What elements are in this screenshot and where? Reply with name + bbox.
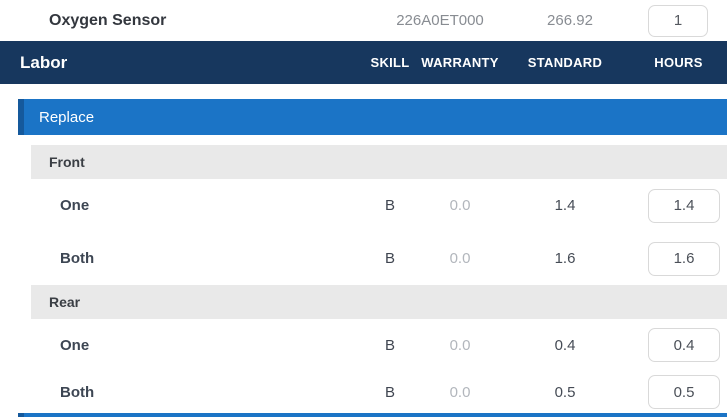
- group-label: Rear: [49, 294, 81, 310]
- operation-bar-replace[interactable]: Replace: [18, 99, 727, 135]
- hours-input[interactable]: [648, 375, 720, 409]
- group-label: Front: [49, 154, 85, 170]
- column-header-warranty: WARRANTY: [421, 55, 499, 70]
- row-label: Both: [60, 250, 95, 267]
- row-label: One: [60, 197, 90, 214]
- group-bar-front[interactable]: Front: [31, 145, 727, 179]
- column-header-skill: SKILL: [370, 55, 410, 70]
- next-operation-bar-partial[interactable]: [18, 413, 727, 417]
- skill-value: B: [384, 383, 395, 401]
- labor-row-rear-both: Both B 0.0 0.5: [0, 371, 727, 413]
- standard-value: 0.5: [554, 383, 576, 401]
- part-qty-column: [620, 4, 727, 37]
- warranty-value: 0.0: [449, 250, 471, 267]
- group-bar-rear[interactable]: Rear: [31, 285, 727, 319]
- row-label: Both: [60, 383, 95, 401]
- hours-input[interactable]: [648, 328, 720, 362]
- spacer: [0, 84, 727, 99]
- quantity-input[interactable]: [648, 4, 708, 37]
- warranty-value: 0.0: [449, 336, 471, 354]
- operation-label: Replace: [39, 108, 95, 126]
- labor-header-bar: Labor SKILL WARRANTY STANDARD HOURS: [0, 41, 727, 84]
- spacer: [0, 135, 727, 145]
- hours-input[interactable]: [648, 188, 720, 223]
- part-price: 266.92: [547, 12, 593, 29]
- labor-row-front-both: Both B 0.0 1.6: [0, 232, 727, 285]
- skill-value: B: [384, 197, 395, 214]
- part-name: Oxygen Sensor: [49, 11, 167, 29]
- standard-value: 0.4: [554, 336, 576, 354]
- column-header-hours: HOURS: [654, 55, 703, 70]
- skill-value: B: [384, 250, 395, 267]
- operation-accent-stripe: [18, 413, 24, 417]
- skill-value: B: [384, 336, 395, 354]
- labor-row-rear-one: One B 0.0 0.4: [0, 319, 727, 371]
- standard-value: 1.4: [554, 197, 576, 214]
- standard-value: 1.6: [554, 250, 576, 267]
- column-header-standard: STANDARD: [527, 55, 603, 70]
- row-label: One: [60, 336, 90, 354]
- warranty-value: 0.0: [449, 383, 471, 401]
- hours-input[interactable]: [648, 241, 720, 276]
- labor-title: Labor: [20, 52, 68, 72]
- part-number: 226A0ET000: [396, 12, 484, 29]
- part-row: Oxygen Sensor 226A0ET000 266.92: [0, 0, 727, 41]
- warranty-value: 0.0: [449, 197, 471, 214]
- labor-row-front-one: One B 0.0 1.4: [0, 179, 727, 232]
- operation-accent-stripe: [18, 99, 24, 135]
